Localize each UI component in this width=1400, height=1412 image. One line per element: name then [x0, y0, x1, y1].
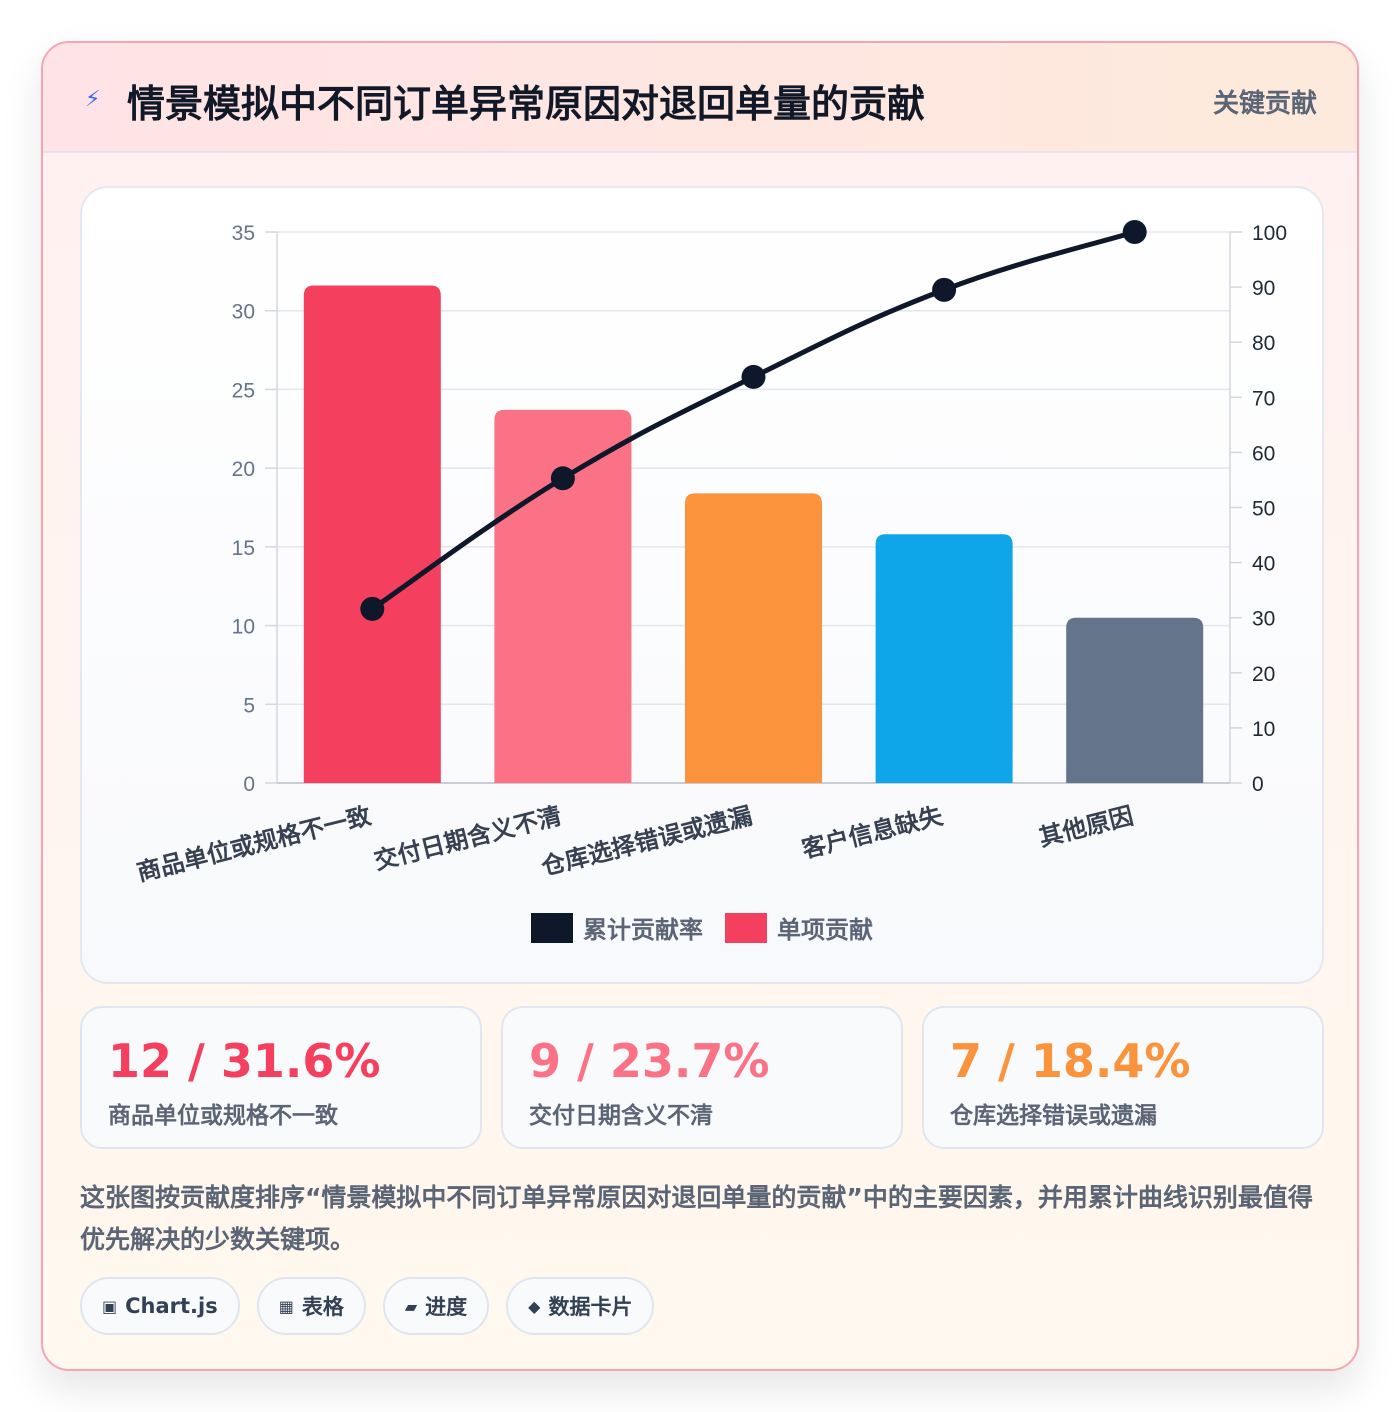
y-right-tick-label: 50	[1252, 498, 1275, 521]
tag-label: Chart.js	[125, 1294, 218, 1318]
chart-panel: 0 5 10 15 20 25 30 35 0 10 20 30 40 50 60 70 80 90 100 商品单位…	[80, 186, 1324, 984]
y-left-tick-label: 10	[232, 616, 255, 639]
legend-item-single[interactable]: 单项贡献	[725, 910, 873, 945]
y-right-tick-label: 0	[1252, 773, 1264, 796]
x-tick-label: 其他原因	[1036, 802, 1136, 852]
x-tick-label: 交付日期含义不清	[371, 802, 564, 876]
cumulative-point-3	[741, 364, 766, 389]
y-right-tick-label: 80	[1252, 332, 1275, 355]
y-right-tick-label: 30	[1252, 608, 1275, 631]
y-right-tick-label: 60	[1252, 442, 1275, 465]
tag-data-card[interactable]: ◆ 数据卡片	[506, 1277, 655, 1335]
diamond-icon: ◆	[528, 1296, 541, 1316]
cumulative-point-1	[360, 596, 385, 621]
bar-1	[303, 285, 441, 783]
stat-card: 12 / 31.6% 商品单位或规格不一致	[80, 1006, 482, 1149]
stat-label: 商品单位或规格不一致	[108, 1103, 338, 1129]
y-right-tick-label: 20	[1252, 663, 1275, 686]
header-badge: 关键贡献	[1212, 89, 1317, 119]
x-tick-label: 仓库选择错误或遗漏	[538, 802, 755, 882]
bar-3	[685, 493, 822, 783]
stat-card: 7 / 18.4% 仓库选择错误或遗漏	[922, 1006, 1324, 1149]
tag-progress[interactable]: ▰ 进度	[382, 1277, 490, 1335]
y-left-tick-label: 5	[243, 694, 255, 717]
x-tick-label: 商品单位或规格不一致	[134, 801, 375, 886]
lightning-icon: ⚡	[85, 87, 101, 112]
cumulative-point-2	[550, 466, 575, 491]
table-grid-icon: ▦	[278, 1296, 294, 1316]
stat-cards: 12 / 31.6% 商品单位或规格不一致 9 / 23.7% 交付日期含义不清…	[80, 1006, 1324, 1149]
y-left-tick-label: 35	[232, 222, 255, 245]
stat-value: 7 / 18.4%	[950, 1034, 1191, 1088]
legend-swatch-cumulative	[531, 912, 573, 943]
bar-2	[494, 409, 632, 783]
stat-value: 9 / 23.7%	[529, 1034, 770, 1088]
y-left-tick-label: 25	[232, 379, 255, 402]
page-title: 情景模拟中不同订单异常原因对退回单量的贡献	[127, 82, 926, 126]
tag-table[interactable]: ▦ 表格	[256, 1277, 366, 1335]
legend-swatch-single	[725, 912, 767, 943]
y-right-tick-label: 10	[1252, 718, 1275, 741]
stat-label: 交付日期含义不清	[529, 1103, 713, 1129]
tag-chartjs[interactable]: ▣ Chart.js	[80, 1277, 240, 1335]
progress-bar-icon: ▰	[404, 1296, 418, 1316]
chart-description: 这张图按贡献度排序“情景模拟中不同订单异常原因对退回单量的贡献”中的主要因素，并…	[80, 1183, 1313, 1254]
bar-5	[1066, 617, 1204, 783]
card-header: ⚡ 情景模拟中不同订单异常原因对退回单量的贡献 关键贡献	[43, 43, 1357, 153]
y-right-tick-label: 100	[1252, 222, 1287, 245]
bar-4	[875, 534, 1013, 783]
cumulative-point-5	[1122, 220, 1147, 244]
chart-card: ⚡ 情景模拟中不同订单异常原因对退回单量的贡献 关键贡献 0 5 10 15 20 25 3…	[41, 41, 1359, 1371]
tag-label: 进度	[425, 1295, 468, 1319]
tag-list: ▣ Chart.js ▦ 表格 ▰ 进度 ◆ 数据卡片	[80, 1277, 655, 1335]
chart-square-icon: ▣	[102, 1296, 118, 1316]
cumulative-point-4	[932, 277, 957, 302]
stat-card: 9 / 23.7% 交付日期含义不清	[501, 1006, 903, 1149]
pareto-chart: 0 5 10 15 20 25 30 35 0 10 20 30 40 50 60 70 80 90 100 商品单位…	[134, 220, 1287, 887]
legend-label-cumulative: 累计贡献率	[583, 916, 703, 944]
y-left-tick-label: 15	[232, 537, 255, 560]
x-tick-label: 客户信息缺失	[799, 801, 946, 863]
stat-value: 12 / 31.6%	[108, 1034, 381, 1088]
y-left-tick-label: 20	[232, 458, 255, 481]
tag-label: 表格	[301, 1295, 344, 1319]
y-right-tick-label: 70	[1252, 387, 1275, 410]
y-left-tick-label: 0	[243, 773, 255, 796]
y-left-tick-label: 30	[232, 301, 255, 324]
y-right-tick-label: 40	[1252, 553, 1275, 576]
legend-label-single: 单项贡献	[777, 916, 873, 944]
y-right-tick-label: 90	[1252, 277, 1275, 300]
stat-label: 仓库选择错误或遗漏	[950, 1103, 1157, 1129]
legend-item-cumulative[interactable]: 累计贡献率	[531, 910, 703, 945]
chart-legend: 累计贡献率 单项贡献	[82, 910, 1322, 945]
tag-label: 数据卡片	[548, 1295, 633, 1319]
